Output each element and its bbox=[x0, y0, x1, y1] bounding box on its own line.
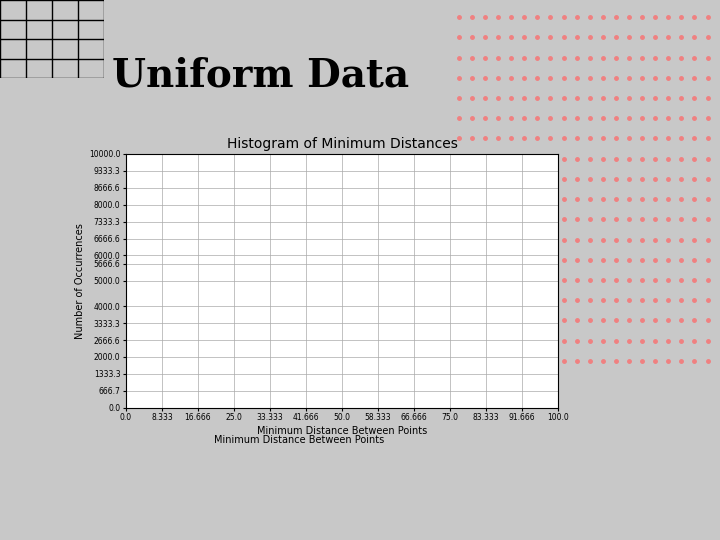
X-axis label: Minimum Distance Between Points: Minimum Distance Between Points bbox=[257, 427, 427, 436]
Text: Uniform Data: Uniform Data bbox=[112, 57, 409, 94]
Y-axis label: Number of Occurrences: Number of Occurrences bbox=[75, 223, 85, 339]
Title: Histogram of Minimum Distances: Histogram of Minimum Distances bbox=[227, 137, 457, 151]
Text: Minimum Distance Between Points: Minimum Distance Between Points bbox=[214, 435, 384, 445]
